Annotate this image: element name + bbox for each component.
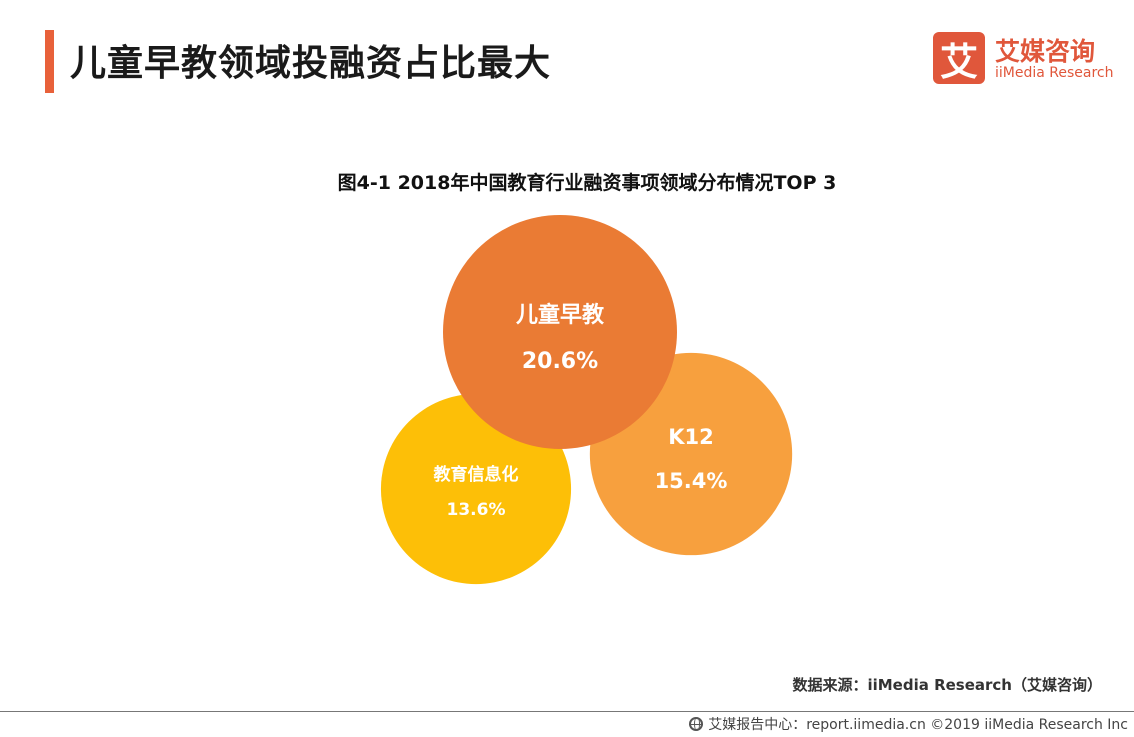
chart-title: 图4-1 2018年中国教育行业融资事项领域分布情况TOP 3 [337,172,837,194]
footer: 艾媒报告中心：report.iimedia.cn ©2019 iiMedia R… [689,714,1128,734]
bubble-0 [443,215,677,449]
data-source: 数据来源：iiMedia Research（艾媒咨询） [792,676,1102,694]
page-title: 儿童早教领域投融资占比最大 [70,43,552,84]
bubble-label-1: K12 [668,425,714,449]
bubble-label-2: 教育信息化 [433,464,519,485]
globe-icon [689,717,704,731]
title-accent-bar [45,30,54,93]
bubble-value-2: 13.6% [447,500,506,520]
bubble-label-0: 儿童早教 [515,302,605,328]
logo-mark-icon: 艾 [933,32,985,84]
brand-logo: 艾 艾媒咨询 iiMedia Research [933,32,1114,86]
logo-name-cn: 艾媒咨询 [995,37,1096,66]
footer-text: 艾媒报告中心：report.iimedia.cn ©2019 iiMedia R… [708,717,1128,733]
bubble-value-1: 15.4% [655,469,728,493]
footer-divider [0,711,1134,712]
bubble-value-0: 20.6% [522,349,598,374]
logo-name-en: iiMedia Research [995,65,1114,81]
